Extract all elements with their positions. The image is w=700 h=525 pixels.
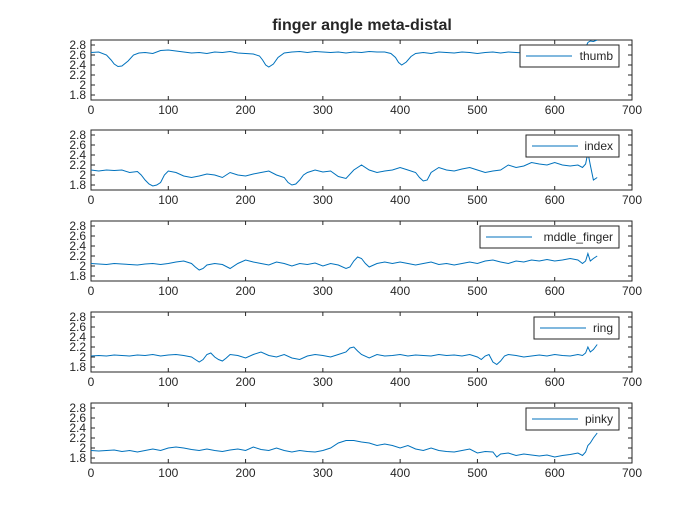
legend-label: ring [593, 321, 613, 335]
subplot-index: 0 100 200 300 400 500 600 700 1.822.22.42.62.8 in… [69, 128, 642, 207]
y-tick-label: 2.8 [69, 401, 86, 415]
x-tick-label: 700 [622, 193, 642, 207]
legend-index: index [525, 134, 620, 158]
legend-label: mddle_finger [544, 230, 613, 244]
y-tick-label: 1.8 [69, 88, 86, 102]
x-tick-label: 500 [467, 193, 487, 207]
x-tick-label: 600 [545, 193, 565, 207]
y-tick-label: 2.2 [69, 340, 86, 354]
y-tick-label: 2.4 [69, 148, 86, 162]
x-tick-label: 500 [467, 284, 487, 298]
y-tick-label: 1.8 [69, 451, 86, 465]
x-tick-label: 0 [88, 375, 95, 389]
y-tick-label: 2.4 [69, 421, 86, 435]
y-tick-label: 2 [79, 441, 86, 455]
legend-pinky: pinky [525, 407, 620, 431]
x-tick-label: 0 [88, 103, 95, 117]
x-tick-label: 100 [158, 103, 178, 117]
x-tick-label: 300 [313, 284, 333, 298]
y-tick-label: 2 [79, 259, 86, 273]
x-tick-label: 200 [236, 466, 256, 480]
y-tick-label: 2.6 [69, 320, 86, 334]
x-tick-label: 700 [622, 284, 642, 298]
legend-label: thumb [580, 49, 614, 63]
y-tick-label: 2.6 [69, 229, 86, 243]
subplot-pinky: 0 100 200 300 400 500 600 700 1.822.22.42.62.8 pi… [69, 401, 642, 480]
y-tick-label: 2 [79, 78, 86, 92]
x-tick-label: 200 [236, 193, 256, 207]
x-tick-label: 500 [467, 103, 487, 117]
series-line-ring [91, 344, 598, 366]
x-tick-label: 100 [158, 193, 178, 207]
x-tick-label: 600 [545, 466, 565, 480]
y-tick-label: 1.8 [69, 178, 86, 192]
x-tick-label: 400 [390, 375, 410, 389]
series-line-pinky [91, 432, 598, 458]
y-tick-label: 2.6 [69, 138, 86, 152]
x-tick-label: 700 [622, 103, 642, 117]
y-tick-label: 2.8 [69, 38, 86, 52]
x-tick-label: 500 [467, 375, 487, 389]
x-tick-label: 100 [158, 284, 178, 298]
subplot-thumb: 0 100 200 300 400 500 600 700 1.822.22.42.62.8 th… [69, 38, 642, 117]
y-tick-label: 1.8 [69, 269, 86, 283]
legend-box [479, 225, 620, 249]
x-tick-label: 300 [313, 375, 333, 389]
y-tick-label: 2.8 [69, 310, 86, 324]
x-tick-label: 100 [158, 375, 178, 389]
x-tick-label: 500 [467, 466, 487, 480]
legend-mddle_finger: mddle_finger [479, 225, 620, 249]
x-tick-label: 400 [390, 466, 410, 480]
legend-label: pinky [585, 412, 613, 426]
x-tick-label: 400 [390, 284, 410, 298]
y-tick-label: 2.2 [69, 431, 86, 445]
x-tick-label: 600 [545, 284, 565, 298]
x-tick-label: 600 [545, 375, 565, 389]
x-tick-label: 200 [236, 284, 256, 298]
y-tick-label: 2.4 [69, 239, 86, 253]
chart-title: finger angle meta-distal [272, 17, 452, 34]
y-tick-label: 2.6 [69, 411, 86, 425]
x-tick-label: 0 [88, 193, 95, 207]
subplot-mddle_finger: 0 100 200 300 400 500 600 700 1.822.22.42.62.8 md… [69, 219, 642, 298]
series-line-mddle_finger [91, 251, 598, 271]
legend-ring: ring [533, 316, 620, 340]
x-tick-label: 400 [390, 103, 410, 117]
subplot-ring: 0 100 200 300 400 500 600 700 1.822.22.42.62.8 ri… [69, 310, 642, 389]
y-tick-label: 2 [79, 350, 86, 364]
x-tick-label: 700 [622, 466, 642, 480]
x-tick-label: 600 [545, 103, 565, 117]
y-tick-label: 2.2 [69, 249, 86, 263]
x-tick-label: 300 [313, 193, 333, 207]
x-tick-label: 100 [158, 466, 178, 480]
x-tick-label: 300 [313, 466, 333, 480]
y-tick-label: 2.6 [69, 48, 86, 62]
y-tick-label: 2.2 [69, 158, 86, 172]
legend-thumb: thumb [519, 44, 620, 68]
y-tick-label: 2 [79, 168, 86, 182]
y-tick-label: 2.8 [69, 219, 86, 233]
subplots-group: 0 100 200 300 400 500 600 7001.822.22.42.62.8th… [69, 38, 642, 480]
legend-label: index [584, 139, 613, 153]
y-tick-label: 2.4 [69, 58, 86, 72]
x-tick-label: 0 [88, 284, 95, 298]
x-tick-label: 700 [622, 375, 642, 389]
x-tick-label: 400 [390, 193, 410, 207]
y-tick-label: 2.8 [69, 128, 86, 142]
series-line-index [91, 152, 598, 187]
y-tick-label: 2.4 [69, 330, 86, 344]
x-tick-label: 0 [88, 466, 95, 480]
x-tick-label: 300 [313, 103, 333, 117]
y-tick-label: 2.2 [69, 68, 86, 82]
x-tick-label: 200 [236, 375, 256, 389]
y-tick-label: 1.8 [69, 360, 86, 374]
x-tick-label: 200 [236, 103, 256, 117]
